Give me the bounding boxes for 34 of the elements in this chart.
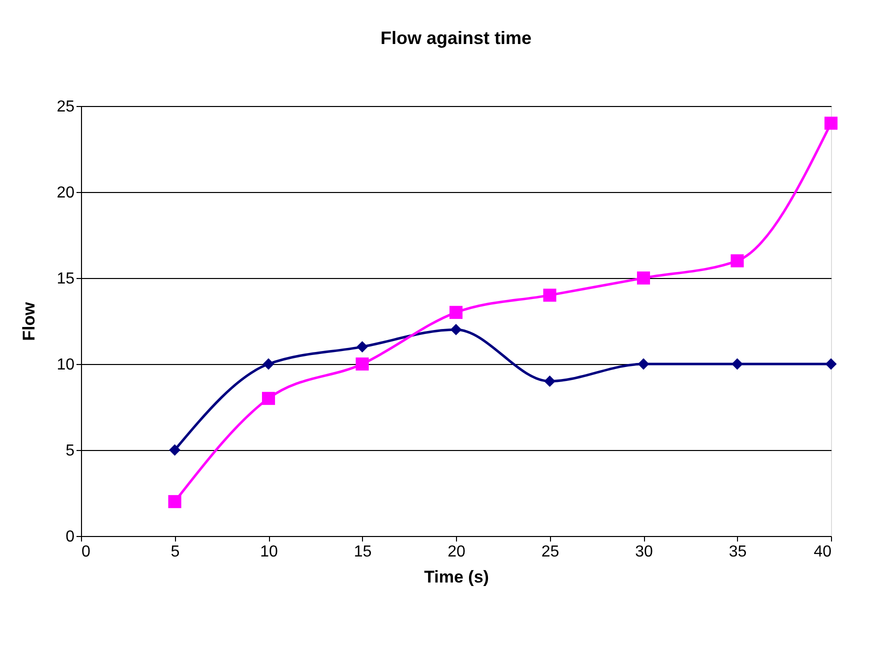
x-axis-title: Time (s) <box>424 568 489 586</box>
x-tick-label: 25 <box>541 544 560 560</box>
point <box>636 271 650 285</box>
x-tick-label: 20 <box>448 544 466 560</box>
point <box>638 358 650 370</box>
x-tick-label: 40 <box>814 544 832 560</box>
point <box>732 358 743 370</box>
y-tick-label: 0 <box>66 528 75 546</box>
point <box>169 444 180 456</box>
x-tick-label: 15 <box>354 544 372 560</box>
y-tick-label: 5 <box>66 442 75 460</box>
y-tick-label: 15 <box>56 270 75 288</box>
x-tick-label: 5 <box>170 544 180 560</box>
point <box>356 357 369 371</box>
x-tick-label: 10 <box>260 544 278 560</box>
x-tick-label: 30 <box>635 544 653 560</box>
x-tick-label: 35 <box>728 544 747 560</box>
chart-title: Flow against time <box>380 28 532 48</box>
point <box>262 392 276 405</box>
point <box>168 495 182 508</box>
y-tick-label: 25 <box>56 98 75 116</box>
point <box>825 358 837 370</box>
point <box>449 306 463 319</box>
y-tick-label: 10 <box>56 356 75 374</box>
point <box>450 324 462 336</box>
point <box>544 376 556 387</box>
point <box>824 116 838 130</box>
point <box>262 358 274 370</box>
point <box>356 341 368 352</box>
x-tick-label: 0 <box>82 544 90 560</box>
point <box>730 254 744 268</box>
point <box>543 288 556 302</box>
y-tick-label: 20 <box>56 184 75 202</box>
y-axis-title: Flow <box>20 301 39 341</box>
